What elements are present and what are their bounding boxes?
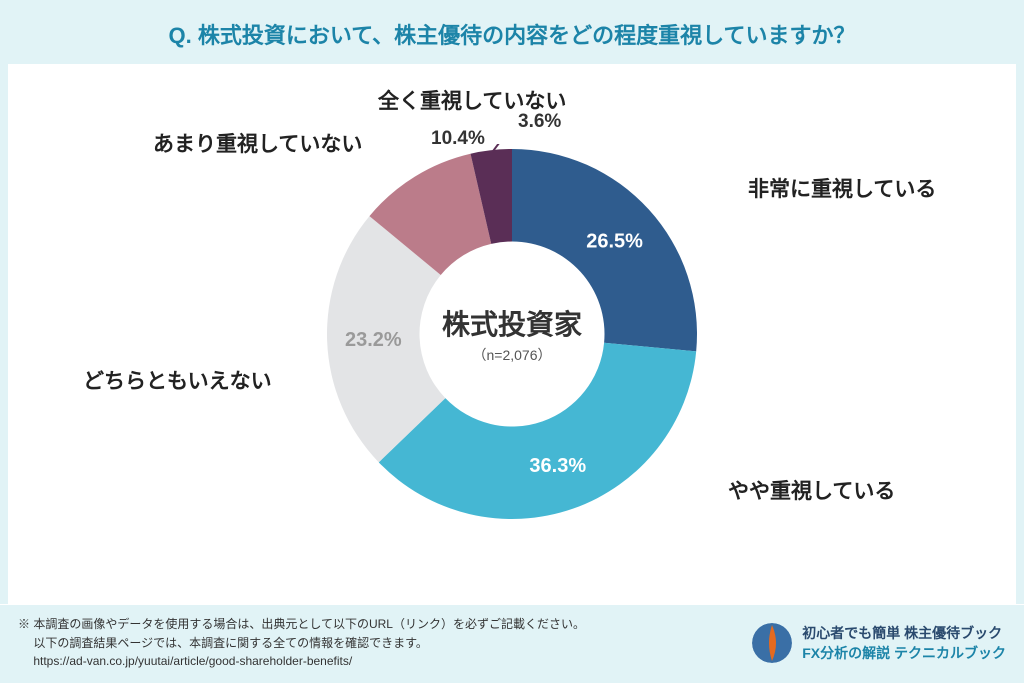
footer-note-2: 以下の調査結果ページでは、本調査に関する全ての情報を確認できます。 bbox=[18, 634, 585, 653]
footer-note-1: ※ 本調査の画像やデータを使用する場合は、出典元として以下のURL（リンク）を必… bbox=[18, 615, 585, 634]
slice-pct-3: 10.4% bbox=[431, 128, 485, 150]
brand-icon bbox=[752, 623, 792, 663]
footer-note-3: https://ad-van.co.jp/yuutai/article/good… bbox=[18, 652, 585, 671]
header: Q. 株式投資において、株主優待の内容をどの程度重視していますか？ bbox=[0, 0, 1024, 64]
question-title: Q. 株式投資において、株主優待の内容をどの程度重視していますか？ bbox=[0, 18, 1024, 50]
slice-label-2: どちらともいえない bbox=[83, 365, 272, 395]
chart-panel: 26.5%36.3%23.2% 株式投資家 （n=2,076） 非常に重視してい… bbox=[0, 64, 1024, 604]
slice-label-0: 非常に重視している bbox=[748, 173, 936, 203]
brand-text: 初心者でも簡単 株主優待ブック FX分析の解説 テクニカルブック bbox=[802, 623, 1006, 663]
footer-brand: 初心者でも簡単 株主優待ブック FX分析の解説 テクニカルブック bbox=[752, 623, 1006, 663]
footer-notes: ※ 本調査の画像やデータを使用する場合は、出典元として以下のURL（リンク）を必… bbox=[18, 615, 585, 671]
brand-line-2: FX分析の解説 テクニカルブック bbox=[802, 643, 1006, 663]
slice-label-1: やや重視している bbox=[728, 475, 895, 505]
slice-pct-4: 3.6% bbox=[518, 111, 561, 133]
footer: ※ 本調査の画像やデータを使用する場合は、出典元として以下のURL（リンク）を必… bbox=[0, 605, 1024, 683]
slice-label-3: あまり重視していない bbox=[153, 128, 362, 158]
brand-line-1: 初心者でも簡単 株主優待ブック bbox=[802, 623, 1006, 643]
